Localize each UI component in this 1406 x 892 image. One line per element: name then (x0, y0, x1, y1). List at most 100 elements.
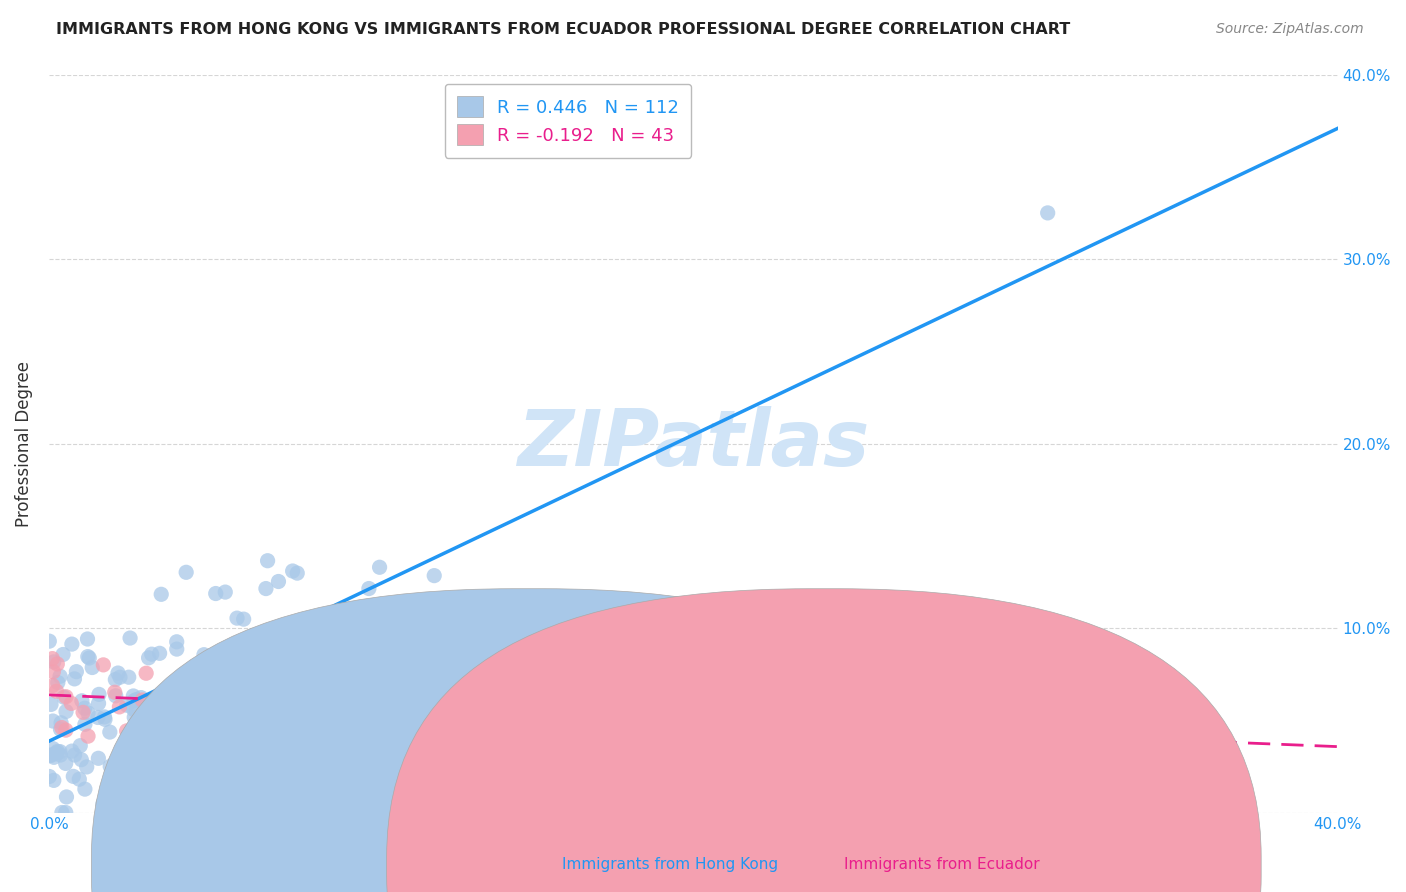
Point (73, 717, 96, 731)
Point (186, 665, 208, 679)
Point (173, 750, 195, 764)
Point (55, 789, 77, 804)
Point (456, 660, 478, 674)
Point (55, 705, 77, 719)
Point (184, 729, 207, 743)
Point (357, 582, 380, 596)
Point (49, 723, 72, 737)
Point (77, 729, 100, 743)
Point (166, 681, 188, 696)
Point (125, 692, 148, 706)
Point (38, 770, 60, 784)
Point (166, 634, 188, 648)
Point (87, 751, 110, 765)
Point (150, 706, 173, 720)
Point (238, 681, 260, 695)
Text: Immigrants from Hong Kong: Immigrants from Hong Kong (562, 857, 779, 872)
Point (174, 566, 197, 580)
Point (235, 710, 257, 724)
Point (93, 710, 115, 724)
Point (55, 805, 77, 820)
Point (423, 568, 446, 582)
Point (60, 697, 83, 711)
Point (42, 773, 65, 788)
Point (42, 741, 65, 756)
Point (208, 700, 231, 714)
Point (77, 706, 100, 720)
Point (267, 574, 290, 589)
Point (55, 756, 77, 771)
Point (42, 665, 65, 679)
Point (226, 739, 249, 753)
Point (41, 651, 63, 665)
Point (87, 687, 110, 701)
Point (108, 699, 131, 714)
Point (45, 684, 67, 698)
Point (39, 748, 62, 763)
Point (226, 611, 249, 625)
Point (76, 649, 98, 664)
Point (122, 702, 145, 716)
Point (520, 676, 543, 690)
Point (166, 642, 188, 657)
Point (42, 714, 65, 728)
Point (149, 646, 172, 660)
Point (308, 719, 330, 733)
Point (104, 685, 127, 699)
Point (676, 723, 699, 738)
Point (1036, 206, 1059, 220)
Point (70, 694, 93, 708)
Point (115, 698, 138, 713)
Point (157, 703, 180, 717)
Point (219, 720, 242, 734)
Text: Immigrants from Ecuador: Immigrants from Ecuador (844, 857, 1039, 872)
Point (138, 650, 160, 665)
Point (73, 782, 96, 797)
Point (325, 698, 347, 712)
Point (232, 723, 254, 738)
Point (51, 721, 73, 735)
Point (46, 675, 69, 690)
Point (441, 735, 464, 749)
Point (82, 660, 104, 674)
Point (434, 684, 457, 698)
Point (60, 744, 83, 758)
Point (98, 759, 121, 773)
Point (256, 554, 278, 568)
Point (45, 746, 67, 760)
Point (55, 690, 77, 704)
Point (187, 747, 209, 761)
Point (150, 587, 173, 601)
Point (42, 750, 65, 764)
Point (104, 673, 127, 687)
Point (141, 647, 163, 661)
Point (46, 657, 69, 671)
Point (122, 710, 145, 724)
Point (256, 683, 278, 698)
Point (69, 739, 91, 753)
Point (39, 698, 62, 712)
Point (94, 712, 117, 726)
Point (165, 721, 187, 735)
Point (316, 681, 339, 695)
Point (391, 683, 413, 698)
Point (104, 689, 127, 703)
Point (349, 656, 371, 670)
Point (63, 672, 86, 686)
Point (125, 704, 148, 718)
Point (193, 755, 215, 769)
Point (52, 690, 75, 705)
Point (72, 706, 94, 720)
Point (217, 674, 239, 689)
Point (122, 689, 145, 703)
Point (179, 695, 201, 709)
Point (495, 647, 517, 661)
Point (446, 710, 468, 724)
Point (49, 747, 72, 762)
Point (281, 564, 304, 578)
Point (125, 714, 148, 729)
Point (121, 726, 143, 740)
Y-axis label: Professional Degree: Professional Degree (15, 360, 32, 526)
Point (49, 669, 72, 683)
Point (49, 715, 72, 730)
